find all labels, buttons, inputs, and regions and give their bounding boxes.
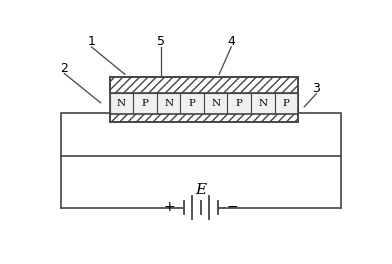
Text: −: −: [227, 200, 239, 214]
Text: E: E: [195, 183, 207, 197]
Bar: [110, 77, 298, 93]
Text: N: N: [117, 99, 126, 108]
Text: N: N: [258, 99, 267, 108]
Text: P: P: [189, 99, 196, 108]
Bar: [110, 93, 133, 114]
Bar: [61, 113, 341, 156]
Text: +: +: [163, 200, 175, 214]
Bar: [227, 93, 251, 114]
Text: 5: 5: [158, 35, 165, 48]
Bar: [110, 77, 298, 122]
Bar: [110, 114, 298, 122]
Bar: [180, 93, 204, 114]
Text: 4: 4: [227, 35, 235, 48]
Text: 2: 2: [60, 62, 68, 75]
Text: 1: 1: [87, 35, 96, 48]
Text: P: P: [142, 99, 149, 108]
Text: 3: 3: [312, 82, 320, 95]
Bar: [274, 93, 298, 114]
Text: N: N: [211, 99, 220, 108]
Text: P: P: [236, 99, 243, 108]
Bar: [204, 93, 227, 114]
Bar: [251, 93, 274, 114]
Bar: [133, 93, 157, 114]
Text: N: N: [164, 99, 173, 108]
Text: P: P: [283, 99, 290, 108]
Bar: [157, 93, 180, 114]
